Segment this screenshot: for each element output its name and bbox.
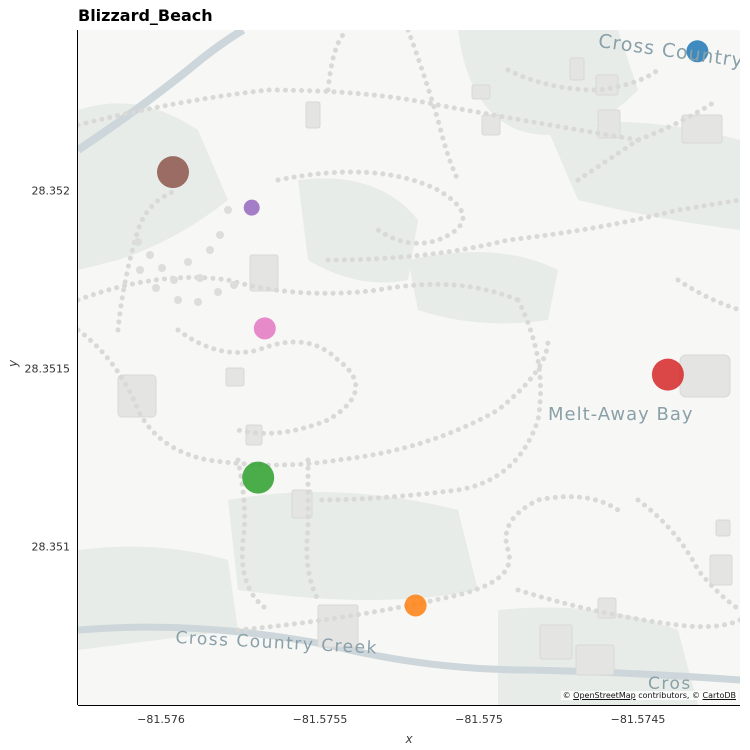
attribution-middle: contributors, © xyxy=(635,691,703,700)
park-areas xyxy=(78,30,740,705)
scatter-point-5[interactable] xyxy=(651,358,684,391)
scatter-point-7[interactable] xyxy=(404,594,427,617)
x-tick-label: −81.5745 xyxy=(610,713,666,726)
map-label-cros: Cros xyxy=(648,674,692,694)
x-axis-label: x xyxy=(405,732,413,746)
map-plot-area[interactable]: Cross Country Melt-Away Bay Cross Countr… xyxy=(78,30,740,705)
scatter-point-3[interactable] xyxy=(243,199,260,216)
chart-title: Blizzard_Beach xyxy=(78,6,213,25)
x-tick-label: −81.5755 xyxy=(292,713,348,726)
basemap xyxy=(78,30,740,705)
waterways xyxy=(78,30,740,684)
x-axis-line xyxy=(78,705,740,706)
map-attribution: © OpenStreetMap contributors, © CartoDB xyxy=(560,691,738,700)
y-tick-label: 28.3515 xyxy=(24,362,71,376)
buildings xyxy=(117,57,733,676)
osm-link[interactable]: OpenStreetMap xyxy=(573,691,636,700)
x-tick-label: −81.576 xyxy=(137,713,185,726)
scatter-point-1[interactable] xyxy=(686,40,709,63)
y-tick-label: 28.352 xyxy=(31,184,71,198)
y-axis-label: y xyxy=(6,359,20,367)
y-tick-label: 28.351 xyxy=(31,540,71,554)
building-cluster xyxy=(134,206,238,306)
map-label-melt-away-bay: Melt-Away Bay xyxy=(548,404,694,425)
scatter-point-6[interactable] xyxy=(242,461,275,494)
scatter-point-4[interactable] xyxy=(253,317,276,340)
y-axis-line xyxy=(77,30,78,705)
scatter-points xyxy=(157,40,709,617)
scatter-point-2[interactable] xyxy=(157,156,189,189)
attribution-prefix: © xyxy=(562,691,574,700)
x-tick-label: −81.575 xyxy=(455,713,503,726)
paths xyxy=(78,30,740,633)
cartodb-link[interactable]: CartoDB xyxy=(702,691,736,700)
